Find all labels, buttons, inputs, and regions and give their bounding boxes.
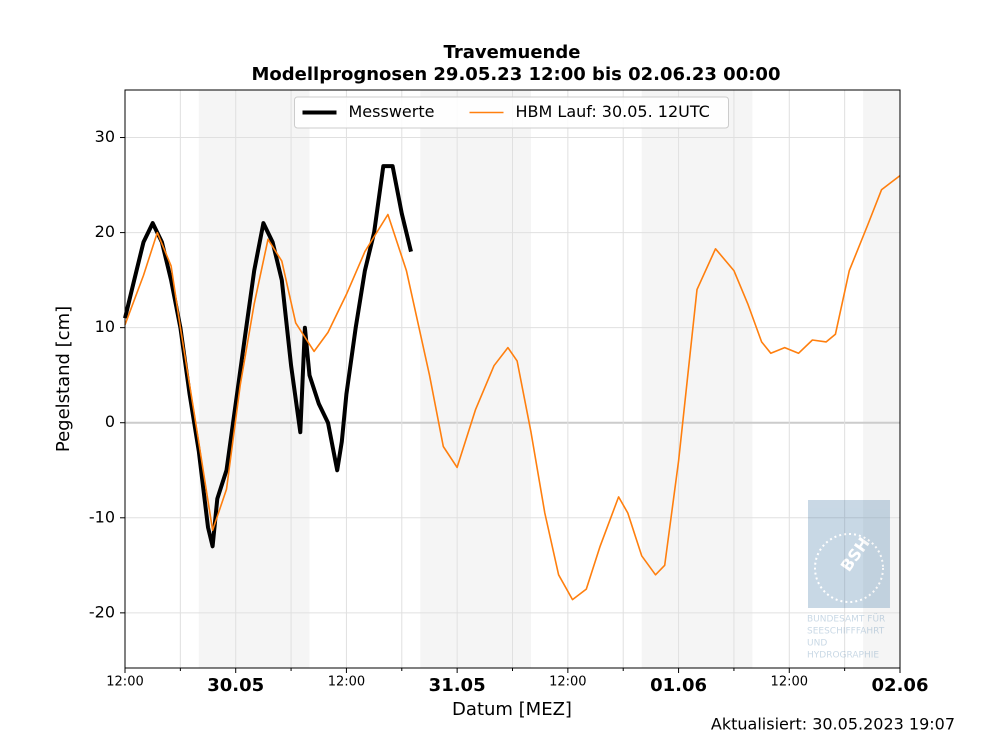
x-axis-label: Datum [MEZ] xyxy=(452,699,572,720)
x-tick-label: 30.05 xyxy=(207,675,264,696)
x-tick-label: 12:00 xyxy=(106,675,143,690)
y-tick-label: -10 xyxy=(89,507,115,526)
plot-area xyxy=(123,90,901,668)
y-axis-label: Pegelstand [cm] xyxy=(53,306,74,452)
x-tick-label: 12:00 xyxy=(771,675,808,690)
logo-text: HYDROGRAPHIE xyxy=(807,651,879,661)
y-tick-label: 30 xyxy=(95,127,115,146)
legend-box xyxy=(294,96,729,129)
chart-title: Travemuende xyxy=(444,42,581,63)
legend-label: Messwerte xyxy=(349,102,435,121)
logo-ring xyxy=(814,533,884,603)
legend-label: HBM Lauf: 30.05. 12UTC xyxy=(516,102,710,121)
logo-text: UND xyxy=(807,639,827,649)
x-tick-label: 12:00 xyxy=(328,675,365,690)
logo-text: SEESCHIFFFAHRT xyxy=(807,627,885,637)
footer: Aktualisiert: 30.05.2023 19:07 xyxy=(711,715,955,734)
shaded-span xyxy=(863,90,900,668)
y-tick-label: 20 xyxy=(95,222,115,241)
logo-box xyxy=(808,500,890,608)
x-tick-label: 12:00 xyxy=(549,675,586,690)
x-tick-label: 01.06 xyxy=(650,675,707,696)
series-line xyxy=(124,174,901,601)
shaded-span xyxy=(420,90,531,668)
shaded-span xyxy=(641,90,753,668)
y-tick-label: -20 xyxy=(89,602,115,621)
x-tick-label: 02.06 xyxy=(872,675,929,696)
x-tick-label: 31.05 xyxy=(429,675,486,696)
chart-subtitle: Modellprognosen 29.05.23 12:00 bis 02.06… xyxy=(252,64,781,85)
y-tick-label: 0 xyxy=(105,412,115,431)
legend: Messwerte HBM Lauf: 30.05. 12UTC xyxy=(294,96,729,129)
y-tick-label: 10 xyxy=(95,317,115,336)
logo-text: BUNDESAMT FÜR xyxy=(807,614,885,625)
